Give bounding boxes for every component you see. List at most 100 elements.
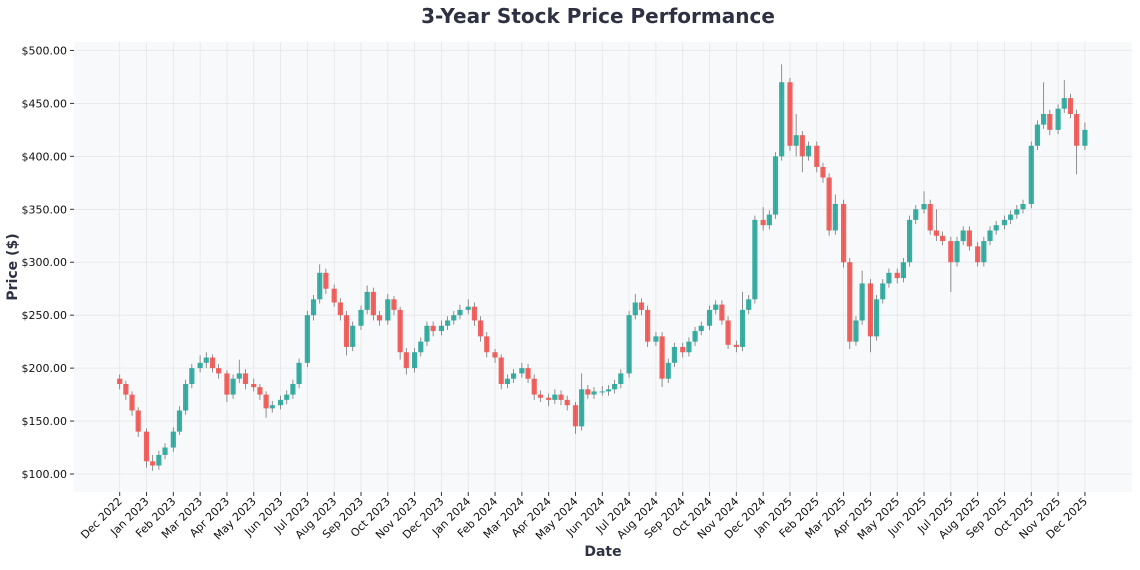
candle-up bbox=[170, 431, 176, 448]
candle-down bbox=[939, 235, 946, 242]
candle-up bbox=[358, 309, 364, 326]
candle-up bbox=[665, 362, 671, 379]
y-tick-label: $300.00 bbox=[22, 256, 68, 269]
candle-down bbox=[1047, 114, 1053, 130]
candle-up bbox=[552, 394, 558, 400]
candle-down bbox=[251, 384, 257, 388]
candle-down bbox=[558, 394, 564, 400]
candle-up bbox=[1020, 204, 1026, 210]
candle-up bbox=[504, 378, 510, 384]
y-tick-label: $250.00 bbox=[22, 309, 68, 322]
candle-up bbox=[290, 384, 296, 395]
candle-down bbox=[376, 315, 383, 321]
candle-down bbox=[725, 320, 731, 345]
candle-down bbox=[430, 325, 436, 332]
candle-down bbox=[242, 373, 249, 384]
candle-up bbox=[766, 214, 772, 226]
candle-down bbox=[948, 241, 954, 263]
candle-up bbox=[605, 389, 612, 392]
candle-up bbox=[686, 341, 692, 353]
candle-down bbox=[537, 394, 543, 398]
candle-up bbox=[385, 299, 391, 321]
candle-down bbox=[680, 346, 686, 353]
candle-down bbox=[799, 135, 805, 157]
y-tick-label: $200.00 bbox=[22, 362, 68, 375]
candle-down bbox=[1074, 114, 1080, 146]
candle-up bbox=[612, 384, 618, 390]
candle-up bbox=[310, 299, 317, 316]
candle-down bbox=[847, 262, 853, 342]
candle-up bbox=[706, 309, 713, 326]
candle-down bbox=[471, 306, 478, 321]
candle-up bbox=[626, 315, 632, 374]
candle-down bbox=[564, 399, 570, 406]
candle-down bbox=[966, 230, 972, 247]
candle-down bbox=[645, 309, 651, 342]
candle-up bbox=[752, 219, 758, 300]
candle-up bbox=[906, 219, 913, 263]
candle-down bbox=[585, 389, 591, 395]
candle-up bbox=[739, 309, 746, 347]
y-tick-label: $150.00 bbox=[22, 415, 68, 428]
candle-up bbox=[296, 362, 302, 384]
candle-down bbox=[257, 387, 263, 395]
candle-down bbox=[659, 336, 665, 379]
y-tick-label: $500.00 bbox=[22, 44, 68, 57]
candle-up bbox=[779, 82, 785, 157]
candle-down bbox=[867, 283, 874, 337]
candle-down bbox=[814, 145, 820, 167]
candle-down bbox=[572, 405, 579, 427]
candle-down bbox=[531, 378, 537, 395]
candle-down bbox=[337, 302, 343, 316]
candle-up bbox=[698, 325, 704, 332]
candle-up bbox=[438, 325, 445, 332]
candle-up bbox=[880, 283, 886, 300]
candle-down bbox=[370, 291, 376, 316]
candle-up bbox=[632, 302, 638, 316]
candle-up bbox=[653, 336, 659, 342]
candle-up bbox=[859, 283, 865, 321]
candle-up bbox=[1001, 219, 1008, 226]
candle-down bbox=[826, 177, 832, 231]
candle-down bbox=[787, 82, 793, 146]
candle-up bbox=[805, 145, 812, 157]
candle-up bbox=[1082, 129, 1088, 146]
candle-up bbox=[671, 346, 678, 363]
candle-down bbox=[975, 246, 981, 263]
chart-title: 3-Year Stock Price Performance bbox=[421, 4, 775, 28]
candle-down bbox=[525, 368, 531, 379]
plot-background bbox=[74, 42, 1132, 492]
y-tick-label: $350.00 bbox=[22, 203, 68, 216]
candle-up bbox=[284, 394, 290, 400]
candle-down bbox=[733, 344, 739, 347]
candle-up bbox=[1014, 209, 1020, 215]
candle-down bbox=[933, 230, 939, 236]
candle-down bbox=[150, 461, 156, 466]
candle-up bbox=[203, 357, 209, 363]
candle-up bbox=[424, 325, 430, 342]
candle-down bbox=[840, 204, 847, 263]
candle-up bbox=[183, 384, 189, 411]
candle-up bbox=[981, 241, 987, 263]
candle-up bbox=[793, 135, 799, 146]
candle-down bbox=[760, 219, 766, 226]
candle-up bbox=[197, 362, 203, 369]
candle-up bbox=[1034, 124, 1041, 146]
candle-down bbox=[894, 272, 900, 279]
y-tick-label: $450.00 bbox=[22, 97, 68, 110]
candle-up bbox=[317, 272, 323, 300]
candle-down bbox=[323, 272, 329, 289]
candle-up bbox=[236, 373, 242, 379]
candle-up bbox=[412, 352, 418, 369]
candle-up bbox=[746, 299, 752, 310]
candle-up bbox=[457, 309, 463, 316]
candle-down bbox=[391, 299, 397, 310]
candle-up bbox=[364, 291, 370, 310]
candle-up bbox=[1008, 214, 1014, 220]
candle-up bbox=[418, 341, 424, 353]
candle-down bbox=[484, 336, 490, 353]
candle-up bbox=[176, 410, 183, 432]
candle-up bbox=[987, 230, 993, 242]
candle-up bbox=[277, 399, 284, 406]
